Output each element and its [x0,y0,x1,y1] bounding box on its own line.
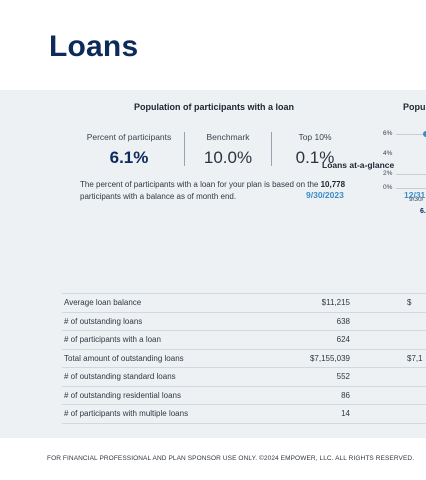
stat-value: 0.1% [295,148,335,167]
footer-disclaimer: FOR FINANCIAL PROFESSIONAL AND PLAN SPON… [47,455,415,462]
table-row: # of outstanding residential loans 86 [62,385,426,405]
note-participant-count: 10,778 [320,180,346,189]
page-title: Loans [49,30,139,63]
row-value-current: $11,215 [321,298,350,307]
table-row: # of outstanding loans 638 [62,311,426,331]
stat-label: Benchmark [206,132,250,142]
note-prefix: The percent of participants with a loan … [80,180,319,189]
row-value-current: 552 [336,372,350,381]
gridline [396,174,426,175]
population-note: The percent of participants with a loan … [80,179,360,203]
row-value-prior: $7,1 [407,353,423,363]
loans-panel: Population of participants with a loan P… [0,90,426,438]
row-label: Total amount of outstanding loans [64,353,184,363]
note-suffix: participants with a balance as of month … [80,192,237,201]
row-label: # of participants with a loan [64,335,161,344]
y-tick-label: 4% [383,150,393,157]
y-tick-label: 2% [383,170,393,177]
row-value-current: 14 [341,409,350,418]
row-value-current: 624 [336,335,350,344]
stat-divider [271,132,272,166]
point-value-label: 6. [420,208,426,215]
stat-value: 6.1% [109,148,149,167]
stat-divider [184,132,185,166]
stat-benchmark: Benchmark 10.0% [190,132,266,168]
stat-value: 10.0% [203,148,253,167]
y-tick-label: 6% [383,130,393,137]
row-label: # of outstanding standard loans [64,372,176,381]
stat-label: Percent of participants [86,132,172,142]
row-label: # of outstanding loans [64,316,143,326]
gridline [396,134,426,135]
loans-table-title: Loans at-a-glance [322,160,395,170]
row-label: # of outstanding residential loans [64,390,181,400]
y-tick-label: 0% [383,184,393,191]
row-value-current: $7,155,039 [309,353,350,363]
table-row: Average loan balance $11,215 $ [62,293,426,312]
table-row: # of participants with multiple loans 14 [62,404,426,423]
population-card-title: Population of participants with a loan [134,102,295,112]
table-row: # of participants with a loan 624 [62,330,426,349]
population-trend-chart: 6% 4% 2% 0% 9/30/ 6. [380,130,426,220]
column-header: 9/30/2023 [306,190,344,200]
table-row: Total amount of outstanding loans $7,155,… [62,348,426,368]
row-value-prior: $ [407,298,412,307]
stat-percent-participants: Percent of participants 6.1% [80,132,178,168]
row-label: # of participants with multiple loans [64,409,189,418]
data-point [423,131,426,137]
row-label: Average loan balance [64,298,142,307]
table-row: # of outstanding standard loans 552 [62,367,426,386]
population-trend-card-title: Popu [403,102,426,112]
gridline [396,188,426,189]
row-value-current: 638 [336,316,350,326]
row-value-current: 86 [341,390,350,400]
x-tick-label: 9/30/ [409,196,424,203]
table-bottom-border [62,422,426,424]
column-header: 12/31 [404,190,426,200]
stat-label: Top 10% [298,132,332,142]
stat-top-10: Top 10% 0.1% [277,132,353,168]
